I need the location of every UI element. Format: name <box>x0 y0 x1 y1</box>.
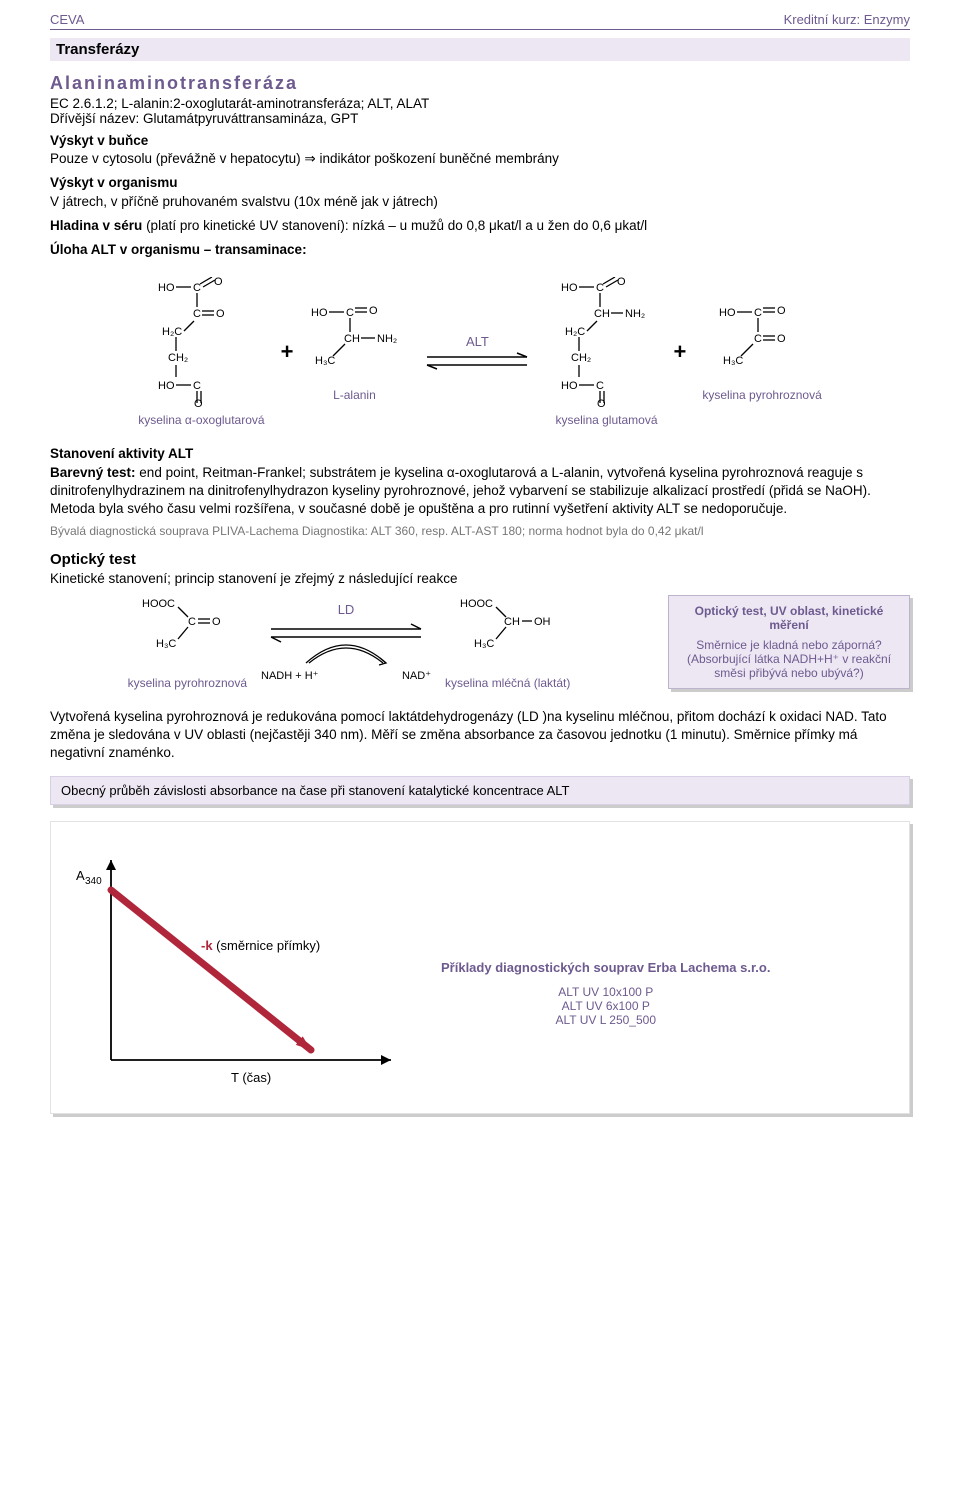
svg-text:HO: HO <box>158 380 175 392</box>
svg-text:H₃C: H₃C <box>315 355 335 367</box>
header-left: CEVA <box>50 12 84 27</box>
page-header: CEVA Kreditní kurz: Enzymy <box>50 12 910 30</box>
mol-glutamate: HO C O CHNH₂ H₂C CH₂ HOC O kyselina glut… <box>555 277 657 427</box>
svg-text:H₃C: H₃C <box>156 638 176 650</box>
page-title: Alaninaminotransferáza <box>50 73 910 94</box>
mol-pyruvate: HO C O C O H₃C kyselina pyrohroznová <box>702 302 821 402</box>
svg-text:C: C <box>596 282 604 294</box>
assay-note: Bývalá diagnostická souprava PLIVA-Lache… <box>50 524 910 538</box>
svg-text:C: C <box>346 307 354 319</box>
svg-text:HOOC: HOOC <box>460 598 493 610</box>
kits-list: Příklady diagnostických souprav Erba Lac… <box>441 960 770 1027</box>
svg-text:C: C <box>754 333 762 345</box>
role-heading: Úloha ALT v organismu – transaminace: <box>50 241 910 259</box>
svg-text:HOOC: HOOC <box>142 598 175 610</box>
svg-text:HO: HO <box>311 307 328 319</box>
svg-text:C: C <box>193 308 201 320</box>
svg-text:-k (směrnice přímky): -k (směrnice přímky) <box>201 938 320 953</box>
svg-text:OH: OH <box>534 616 551 628</box>
svg-text:C: C <box>188 616 196 628</box>
mol-pyruvate-2: HOOC C O H₃C kyselina pyrohroznová <box>128 595 247 690</box>
header-right: Kreditní kurz: Enzymy <box>784 12 910 27</box>
svg-text:O: O <box>777 333 786 345</box>
svg-text:H₂C: H₂C <box>162 326 182 338</box>
svg-text:340: 340 <box>85 876 102 887</box>
svg-text:NH₂: NH₂ <box>377 333 397 345</box>
absorbance-chart: A340 T (čas) -k (směrnice přímky) <box>71 840 411 1103</box>
ld-reaction: HOOC C O H₃C kyselina pyrohroznová LD <box>50 595 648 690</box>
section-bar: Transferázy <box>50 38 910 61</box>
svg-text:CH₂: CH₂ <box>168 352 188 364</box>
organism-occurrence: Výskyt v organismu V játrech, v příčně p… <box>50 174 910 210</box>
ld-arrow: LD NADH + H⁺ NAD⁺ <box>253 602 439 682</box>
svg-text:CH₂: CH₂ <box>571 352 591 364</box>
optical-info-box: Optický test, UV oblast, kinetické měřen… <box>668 595 910 689</box>
svg-text:NH₂: NH₂ <box>625 308 645 320</box>
transamination-reaction: HO C O CO H₂C CH₂ HOC O kyselina α-oxogl… <box>50 277 910 427</box>
svg-text:C: C <box>596 380 604 392</box>
svg-text:C: C <box>193 380 201 392</box>
svg-text:O: O <box>216 308 225 320</box>
svg-text:O: O <box>777 305 786 317</box>
former-name: Dřívější název: Glutamátpyruváttransamin… <box>50 111 910 126</box>
optical-intro: Optický test Kinetické stanovení; princi… <box>50 550 910 588</box>
svg-text:H₃C: H₃C <box>723 355 743 367</box>
svg-text:A: A <box>76 868 85 883</box>
svg-text:O: O <box>597 398 606 407</box>
svg-text:HO: HO <box>719 307 736 319</box>
svg-text:O: O <box>212 616 221 628</box>
cell-occurrence: Výskyt v buňce Pouze v cytosolu (převážn… <box>50 132 910 168</box>
ec-line: EC 2.6.1.2; L-alanin:2-oxoglutarát-amino… <box>50 96 910 111</box>
svg-text:O: O <box>369 305 378 317</box>
svg-text:CH: CH <box>344 333 360 345</box>
mol-lactate: HOOC CH OH H₃C kyselina mléčná (laktát) <box>445 595 570 690</box>
chart-title-bar: Obecný průběh závislosti absorbance na č… <box>50 776 910 805</box>
svg-text:O: O <box>194 398 203 407</box>
svg-text:HO: HO <box>561 282 578 294</box>
mol-oxoglutarate: HO C O CO H₂C CH₂ HOC O kyselina α-oxogl… <box>138 277 264 427</box>
svg-text:C: C <box>193 282 201 294</box>
svg-text:O: O <box>214 277 223 288</box>
svg-text:CH: CH <box>594 308 610 320</box>
svg-text:T (čas): T (čas) <box>231 1070 271 1085</box>
svg-text:HO: HO <box>561 380 578 392</box>
svg-text:CH: CH <box>504 616 520 628</box>
svg-text:H₃C: H₃C <box>474 638 494 650</box>
svg-text:H₂C: H₂C <box>565 326 585 338</box>
absorbance-chart-box: A340 T (čas) -k (směrnice přímky) Příklady… <box>50 821 910 1114</box>
svg-text:O: O <box>617 277 626 288</box>
equilibrium-arrow: ALT <box>409 334 545 371</box>
svg-text:HO: HO <box>158 282 175 294</box>
plus-icon: + <box>275 339 300 365</box>
serum-level: Hladina v séru (platí pro kinetické UV s… <box>50 217 910 235</box>
plus-icon: + <box>668 339 693 365</box>
assay-paragraph: Stanovení aktivity ALT Barevný test: end… <box>50 445 910 518</box>
mol-alanine: HO C O CH NH₂ H₃C L-alanin <box>309 302 399 402</box>
optical-paragraph: Vytvořená kyselina pyrohroznová je reduk… <box>50 708 910 763</box>
svg-text:C: C <box>754 307 762 319</box>
